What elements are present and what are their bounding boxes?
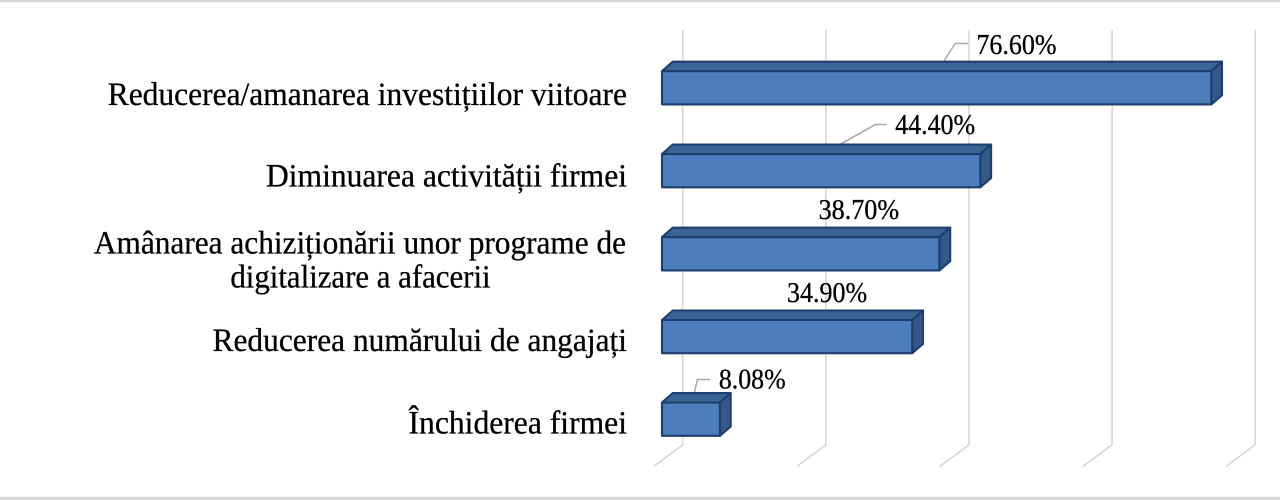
svg-text:Amânarea achiziționării unor p: Amânarea achiziționării unor programe de: [94, 225, 626, 261]
svg-text:76.60%: 76.60%: [976, 30, 1056, 61]
svg-text:digitalizare a afacerii: digitalizare a afacerii: [230, 260, 490, 296]
svg-text:8.08%: 8.08%: [719, 364, 786, 395]
svg-text:34.90%: 34.90%: [787, 278, 867, 309]
svg-text:Reducerea/amanarea investițiil: Reducerea/amanarea investițiilor viitoar…: [108, 77, 627, 113]
svg-text:38.70%: 38.70%: [819, 195, 900, 226]
svg-text:Reducerea numărului de angajaț: Reducerea numărului de angajați: [213, 323, 628, 359]
svg-text:Închiderea firmei: Închiderea firmei: [409, 405, 628, 441]
svg-text:Diminuarea activității firmei: Diminuarea activității firmei: [266, 158, 627, 194]
svg-text:44.40%: 44.40%: [895, 110, 975, 141]
